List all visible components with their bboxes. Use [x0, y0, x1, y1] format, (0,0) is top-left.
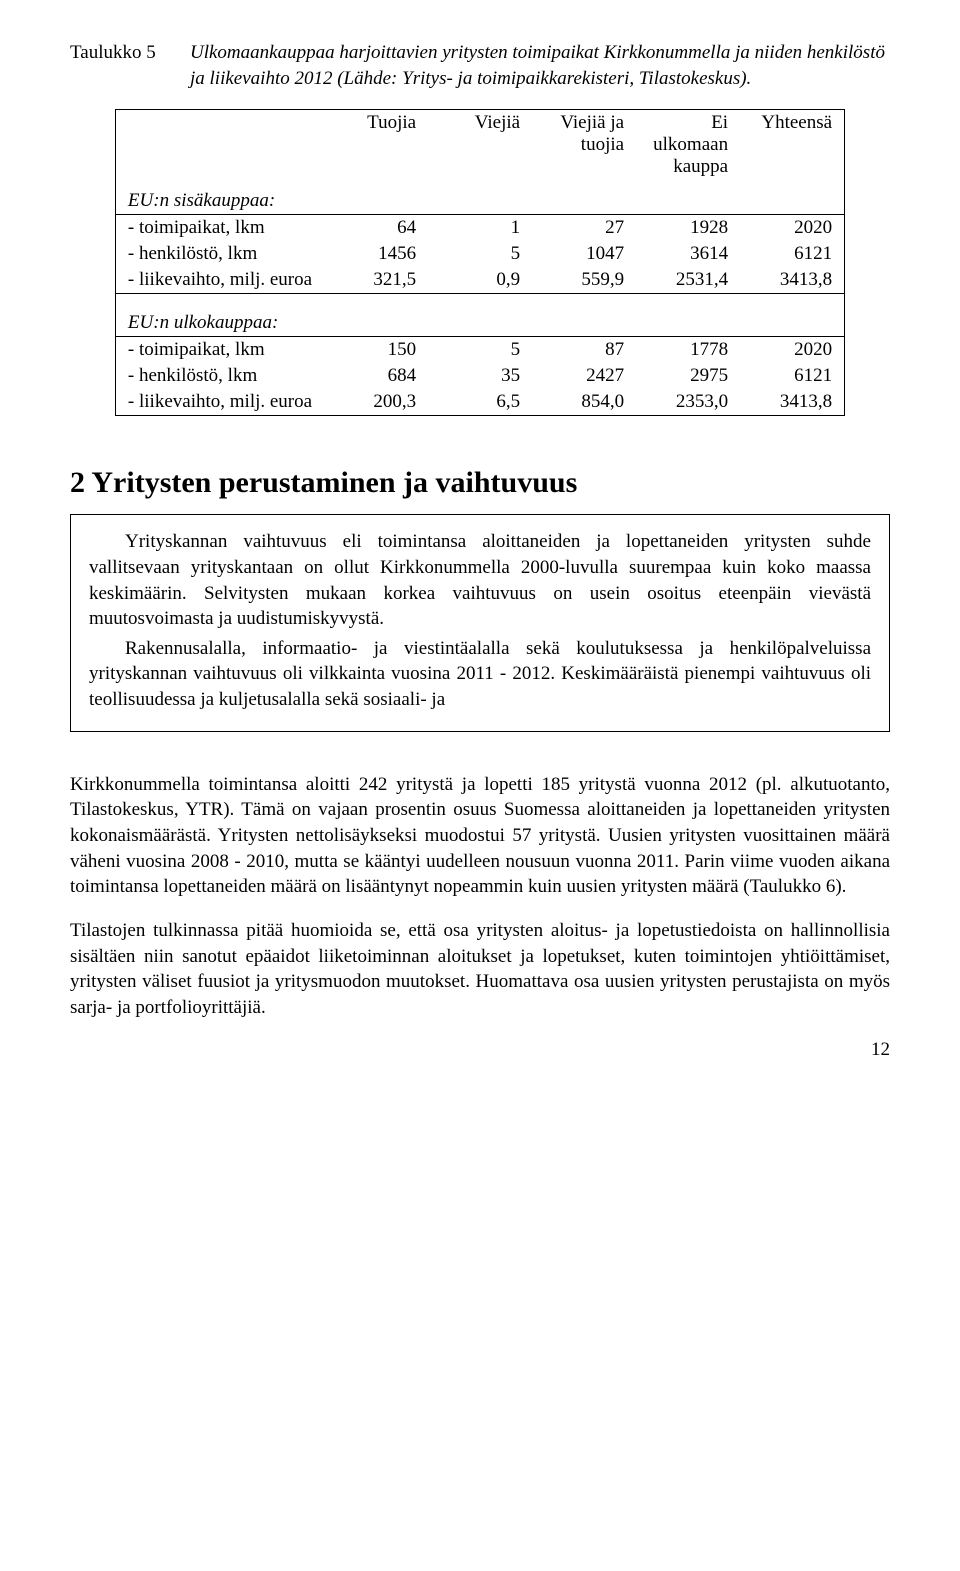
table-row: - liikevaihto, milj. euroa 321,5 0,9 559…: [115, 267, 844, 294]
col-header-line: ulkomaan: [653, 134, 728, 155]
cell: 854,0: [532, 389, 636, 416]
cell: 27: [532, 215, 636, 242]
cell: 5: [428, 241, 532, 267]
caption-label: Taulukko 5: [70, 40, 190, 66]
cell: 3413,8: [740, 389, 845, 416]
section-heading: 2 Yritysten perustaminen ja vaihtuvuus: [70, 466, 890, 500]
row-label: - henkilöstö, lkm: [115, 363, 324, 389]
summary-box: Yrityskannan vaihtuvuus eli toimintansa …: [70, 514, 890, 731]
cell: 87: [532, 337, 636, 364]
cell: 321,5: [324, 267, 428, 294]
document-page: Taulukko 5 Ulkomaankauppaa harjoittavien…: [0, 0, 960, 1101]
cell: 2020: [740, 337, 845, 364]
cell: 6121: [740, 241, 845, 267]
cell: 5: [428, 337, 532, 364]
cell: 200,3: [324, 389, 428, 416]
cell: 0,9: [428, 267, 532, 294]
row-label: - henkilöstö, lkm: [115, 241, 324, 267]
col-header-line: kauppa: [673, 156, 728, 177]
cell: 559,9: [532, 267, 636, 294]
row-label: - liikevaihto, milj. euroa: [115, 267, 324, 294]
col-header: Tuojia: [324, 110, 428, 187]
cell: 64: [324, 215, 428, 242]
cell: 1: [428, 215, 532, 242]
cell: 2975: [636, 363, 740, 389]
col-header-line: Ei: [711, 112, 728, 133]
cell: 1778: [636, 337, 740, 364]
cell: 1456: [324, 241, 428, 267]
cell: 6121: [740, 363, 845, 389]
cell: 2427: [532, 363, 636, 389]
table-row: - henkilöstö, lkm 684 35 2427 2975 6121: [115, 363, 844, 389]
cell: 6,5: [428, 389, 532, 416]
caption-text: Ulkomaankauppaa harjoittavien yritysten …: [190, 40, 890, 91]
cell: 2531,4: [636, 267, 740, 294]
col-header: Viejiä: [428, 110, 532, 187]
cell: 3413,8: [740, 267, 845, 294]
section-title: EU:n ulkokauppaa:: [115, 308, 324, 337]
body-paragraph: Kirkkonummella toimintansa aloitti 242 y…: [70, 772, 890, 900]
table-row: - liikevaihto, milj. euroa 200,3 6,5 854…: [115, 389, 844, 416]
col-header-line: Viejiä ja: [560, 112, 624, 133]
col-header: Ei ulkomaan kauppa: [636, 110, 740, 187]
table-caption: Taulukko 5 Ulkomaankauppaa harjoittavien…: [70, 40, 890, 91]
data-table: Tuojia Viejiä Viejiä ja tuojia Ei ulkoma…: [115, 109, 845, 416]
box-paragraph: Rakennusalalla, informaatio- ja viestint…: [89, 636, 871, 713]
row-label: - liikevaihto, milj. euroa: [115, 389, 324, 416]
cell: 150: [324, 337, 428, 364]
section-title: EU:n sisäkauppaa:: [115, 186, 324, 215]
box-paragraph: Yrityskannan vaihtuvuus eli toimintansa …: [89, 529, 871, 632]
table-row: - henkilöstö, lkm 1456 5 1047 3614 6121: [115, 241, 844, 267]
page-number: 12: [70, 1039, 890, 1061]
row-label: - toimipaikat, lkm: [115, 337, 324, 364]
cell: 1047: [532, 241, 636, 267]
col-header: Viejiä ja tuojia: [532, 110, 636, 187]
col-header-line: tuojia: [581, 134, 624, 155]
cell: 2353,0: [636, 389, 740, 416]
body-paragraph: Tilastojen tulkinnassa pitää huomioida s…: [70, 918, 890, 1021]
table-row: - toimipaikat, lkm 150 5 87 1778 2020: [115, 337, 844, 364]
cell: 1928: [636, 215, 740, 242]
cell: 35: [428, 363, 532, 389]
cell: 3614: [636, 241, 740, 267]
col-header: Yhteensä: [740, 110, 845, 187]
row-label: - toimipaikat, lkm: [115, 215, 324, 242]
cell: 684: [324, 363, 428, 389]
table-row: - toimipaikat, lkm 64 1 27 1928 2020: [115, 215, 844, 242]
cell: 2020: [740, 215, 845, 242]
